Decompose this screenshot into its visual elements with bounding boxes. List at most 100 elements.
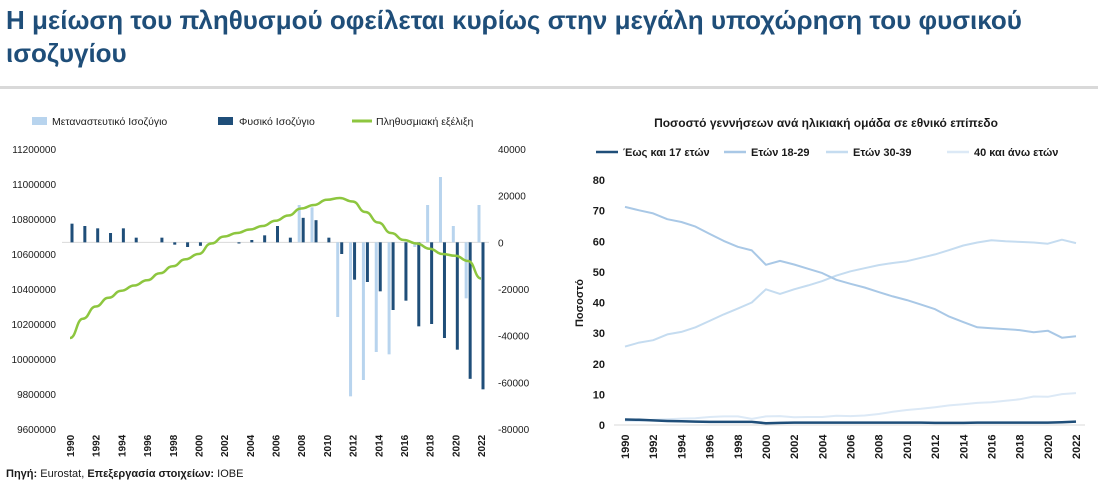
migration-bar bbox=[451, 226, 455, 243]
natural-balance-bar bbox=[83, 226, 87, 243]
right-x-tick-label: 2000 bbox=[761, 435, 773, 459]
natural-balance-bar bbox=[468, 242, 472, 379]
population-chart: 11200000 11000000 10800000 10600000 10400000… bbox=[12, 116, 530, 457]
natural-balance-bar bbox=[417, 242, 421, 327]
x-tick-label: 2016 bbox=[400, 434, 411, 457]
natural-balance-bar bbox=[160, 237, 164, 243]
right-y-tick-label: 50 bbox=[593, 267, 605, 279]
migration-bar bbox=[387, 242, 391, 355]
right-x-tick-label: 2008 bbox=[874, 435, 886, 459]
migration-bar bbox=[297, 205, 301, 243]
x-tick-label: 2002 bbox=[220, 434, 231, 457]
right-x-tick-label: 2016 bbox=[986, 435, 998, 459]
x-tick-label: 2020 bbox=[451, 434, 462, 457]
legend-under17-label: Έως και 17 ετών bbox=[623, 147, 710, 159]
migration-bar bbox=[361, 242, 365, 380]
left-y-tick-label: 10000000 bbox=[12, 355, 57, 366]
x-tick-label: 1990 bbox=[66, 434, 77, 457]
natural-balance-bar bbox=[276, 226, 279, 243]
natural-balance-bar bbox=[250, 240, 254, 243]
right-y-tick-label: 40 bbox=[593, 298, 605, 310]
right-y-tick-label: -80000 bbox=[498, 425, 530, 436]
right-y-tick-label: 0 bbox=[498, 238, 504, 249]
migration-bar bbox=[477, 205, 481, 243]
right-y-tick-label: -40000 bbox=[498, 332, 530, 343]
right-y-tick-label: 60 bbox=[593, 236, 605, 248]
source-value: Eurostat, bbox=[40, 468, 85, 480]
migration-bar bbox=[310, 207, 314, 243]
natural-balance-bar bbox=[365, 242, 369, 282]
right-x-tick-label: 2010 bbox=[902, 435, 914, 459]
right-y-tick-label: 10 bbox=[593, 389, 605, 401]
left-y-tick-label: 10400000 bbox=[12, 285, 57, 296]
x-tick-label: 2018 bbox=[426, 434, 437, 457]
x-tick-label: 2014 bbox=[374, 434, 385, 457]
legend-migration-swatch bbox=[32, 117, 47, 125]
x-tick-label: 2010 bbox=[323, 434, 334, 457]
legend-40plus-label: 40 και άνω ετών bbox=[974, 147, 1058, 159]
x-tick-label: 2000 bbox=[194, 434, 205, 457]
natural-balance-bar bbox=[237, 242, 241, 244]
migration-bar bbox=[349, 242, 353, 397]
natural-balance-bar bbox=[198, 242, 202, 246]
title-divider bbox=[0, 86, 1098, 89]
right-x-tick-label: 1996 bbox=[705, 435, 717, 459]
page-title: Η μείωση του πληθυσμού οφείλεται κυρίως … bbox=[6, 5, 1022, 68]
right-x-tick-label: 2014 bbox=[958, 434, 970, 459]
right-y-tick-label: 0 bbox=[599, 420, 605, 432]
right-y-tick-label: -20000 bbox=[498, 285, 530, 296]
migration-bar bbox=[413, 242, 417, 247]
left-y-tick-label: 11200000 bbox=[12, 145, 56, 156]
source-processing-value: IOBE bbox=[217, 468, 244, 480]
right-x-tick-label: 2002 bbox=[789, 435, 801, 459]
natural-balance-bar bbox=[327, 237, 331, 243]
natural-balance-bar bbox=[96, 228, 100, 243]
right-y-tick-label: 70 bbox=[593, 206, 605, 218]
natural-balance-bar bbox=[340, 242, 344, 254]
right-x-tick-label: 2006 bbox=[846, 435, 858, 459]
right-x-tick-label: 2012 bbox=[930, 435, 942, 459]
left-y-tick-label: 10800000 bbox=[12, 215, 57, 226]
natural-balance-bar bbox=[263, 235, 267, 243]
natural-balance-bar bbox=[121, 228, 125, 243]
right-x-tick-label: 2022 bbox=[1071, 435, 1083, 459]
natural-balance-bar bbox=[134, 237, 138, 243]
series-40plus-line bbox=[624, 392, 1077, 422]
natural-balance-bar bbox=[173, 242, 177, 245]
left-y-tick-label: 10200000 bbox=[12, 320, 57, 331]
natural-balance-bar bbox=[481, 242, 485, 390]
population-line bbox=[69, 196, 482, 340]
legend-natural-label: Φυσικό Ισοζύγιο bbox=[239, 116, 315, 128]
x-tick-label: 1992 bbox=[92, 434, 103, 457]
legend-18-29-label: Ετών 18-29 bbox=[751, 147, 810, 159]
right-y-tick-label: 80 bbox=[593, 175, 605, 187]
right-x-tick-label: 1992 bbox=[648, 435, 660, 459]
right-chart-title: Ποσοστό γεννήσεων ανά ηλικιακή ομάδα σε … bbox=[654, 116, 998, 130]
migration-bar bbox=[426, 205, 430, 243]
source-processing-label: Επεξεργασία στοιχείων: bbox=[87, 468, 215, 480]
right-x-tick-label: 2004 bbox=[817, 434, 829, 459]
left-y-tick-label: 9800000 bbox=[17, 390, 56, 401]
right-x-tick-label: 2020 bbox=[1043, 435, 1055, 459]
natural-balance-bar bbox=[430, 242, 434, 324]
legend-population-label: Πληθυσμιακή εξέλιξη bbox=[376, 116, 474, 128]
x-tick-label: 2006 bbox=[272, 434, 283, 457]
natural-balance-bar bbox=[288, 237, 292, 243]
x-tick-label: 2008 bbox=[297, 434, 308, 457]
series-under17-line bbox=[624, 418, 1077, 425]
natural-balance-bar bbox=[70, 223, 74, 243]
legend-30-39-label: Ετών 30-39 bbox=[853, 147, 912, 159]
natural-balance-bar bbox=[314, 220, 318, 243]
natural-balance-bar bbox=[353, 242, 357, 280]
x-tick-label: 1998 bbox=[169, 434, 180, 457]
right-y-tick-label: 20 bbox=[593, 359, 605, 371]
natural-balance-bar bbox=[455, 242, 459, 350]
natural-balance-bar bbox=[301, 217, 305, 243]
left-y-tick-label: 11000000 bbox=[12, 180, 56, 191]
x-tick-label: 2012 bbox=[349, 434, 360, 457]
migration-bar bbox=[464, 242, 468, 299]
x-tick-label: 1996 bbox=[143, 434, 154, 457]
right-x-tick-label: 2018 bbox=[1015, 435, 1027, 459]
natural-balance-bar bbox=[404, 242, 408, 301]
migration-bar bbox=[336, 242, 340, 317]
